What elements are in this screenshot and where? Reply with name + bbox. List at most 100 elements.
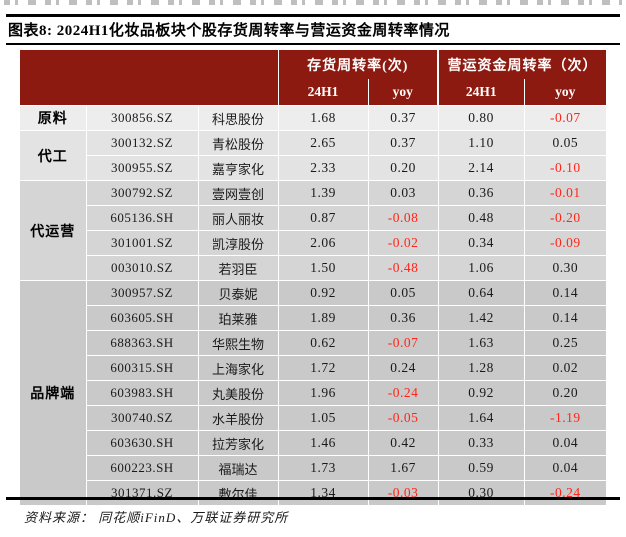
wc-24h1-value: 1.64 <box>437 405 525 431</box>
stock-code: 300957.SZ <box>85 280 198 306</box>
table-row: 代工 300132.SZ 青松股份 2.65 0.37 1.10 0.05 <box>20 130 607 181</box>
wc-24h1-value: 1.28 <box>437 355 525 381</box>
wc-yoy-value: 0.30 <box>523 255 607 281</box>
inv-24h1-value: 1.72 <box>277 355 369 381</box>
inv-24h1-value: 1.50 <box>277 255 369 281</box>
inv-yoy-value: -0.48 <box>367 255 439 281</box>
stock-code: 300740.SZ <box>85 405 198 431</box>
inv-24h1-value: 1.46 <box>277 430 369 456</box>
stock-code: 600223.SH <box>85 455 198 481</box>
wc-24h1-value: 1.63 <box>437 330 525 356</box>
table-row: 300740.SZ 水羊股份 1.05 -0.05 1.64 -1.19 <box>20 405 607 431</box>
category-cell: 原料 <box>20 105 86 131</box>
category-cell: 代工 <box>20 130 86 181</box>
wc-yoy-value: 0.25 <box>523 330 607 356</box>
inv-24h1-value: 0.92 <box>277 280 369 306</box>
stock-name: 珀莱雅 <box>197 305 279 331</box>
table-row: 300955.SZ 嘉亨家化 2.33 0.20 2.14 -0.10 <box>20 155 607 181</box>
stock-code: 600315.SH <box>85 355 198 381</box>
table-row: 301371.SZ 敷尔佳 1.34 -0.03 0.30 -0.24 <box>20 480 607 505</box>
inv-yoy-value: 0.42 <box>367 430 439 456</box>
inv-yoy-value: 0.05 <box>367 280 439 306</box>
category-cell: 品牌端 <box>20 280 86 505</box>
stock-name: 华熙生物 <box>197 330 279 356</box>
wc-24h1-value: 0.36 <box>437 180 525 206</box>
stock-code: 300792.SZ <box>85 180 198 206</box>
inv-24h1-value: 2.33 <box>277 155 369 181</box>
stock-name: 凯淳股份 <box>197 230 279 256</box>
wc-24h1-value: 0.92 <box>437 380 525 406</box>
inv-yoy-value: 0.03 <box>367 180 439 206</box>
table-row: 600315.SH 上海家化 1.72 0.24 1.28 0.02 <box>20 355 607 381</box>
inv-24h1-value: 1.73 <box>277 455 369 481</box>
stock-name: 壹网壹创 <box>197 180 279 206</box>
wc-24h1-value: 1.10 <box>437 130 525 156</box>
table-row: 品牌端 300957.SZ 贝泰妮 0.92 0.05 0.64 0.14 <box>20 280 607 505</box>
clipped-text-fragment <box>4 0 622 5</box>
table-row: 代运营 300792.SZ 壹网壹创 1.39 0.03 0.36 -0.01 <box>20 180 607 281</box>
subheader-wc-24h1: 24H1 <box>437 79 525 106</box>
stock-name: 若羽臣 <box>197 255 279 281</box>
source-note: 资料来源： 同花顺iFinD、万联证券研究所 <box>24 510 289 525</box>
wc-24h1-value: 2.14 <box>437 155 525 181</box>
inv-yoy-value: -0.05 <box>367 405 439 431</box>
stock-code: 603605.SH <box>85 305 198 331</box>
inv-yoy-value: -0.24 <box>367 380 439 406</box>
header-inventory-turnover: 存货周转率(次) <box>278 50 439 79</box>
wc-yoy-value: 0.04 <box>523 455 607 481</box>
wc-yoy-value: -0.01 <box>523 180 607 206</box>
stock-code: 300955.SZ <box>85 155 198 181</box>
wc-yoy-value: -0.07 <box>523 105 607 131</box>
stock-code: 301001.SZ <box>85 230 198 256</box>
stock-name: 拉芳家化 <box>197 430 279 456</box>
wc-yoy-value: 0.04 <box>523 430 607 456</box>
inv-yoy-value: -0.08 <box>367 205 439 231</box>
inv-24h1-value: 1.68 <box>277 105 369 131</box>
wc-24h1-value: 0.59 <box>437 455 525 481</box>
inv-24h1-value: 0.87 <box>277 205 369 231</box>
category-cell: 代运营 <box>20 180 86 281</box>
inv-24h1-value: 0.62 <box>277 330 369 356</box>
inv-yoy-value: 0.20 <box>367 155 439 181</box>
inv-yoy-value: 0.36 <box>367 305 439 331</box>
stock-name: 福瑞达 <box>197 455 279 481</box>
inv-yoy-value: 0.24 <box>367 355 439 381</box>
table-row: 原料 300856.SZ 科思股份 1.68 0.37 0.80 -0.07 <box>20 105 607 131</box>
wc-24h1-value: 0.64 <box>437 280 525 306</box>
wc-yoy-value: -0.24 <box>523 480 607 505</box>
inv-24h1-value: 1.96 <box>277 380 369 406</box>
subheader-wc-yoy: yoy <box>523 79 607 106</box>
table-row: 688363.SH 华熙生物 0.62 -0.07 1.63 0.25 <box>20 330 607 356</box>
table-row: 603983.SH 丸美股份 1.96 -0.24 0.92 0.20 <box>20 380 607 406</box>
subheader-inv-yoy: yoy <box>367 79 439 106</box>
inv-yoy-value: -0.07 <box>367 330 439 356</box>
stock-name: 贝泰妮 <box>197 280 279 306</box>
inv-24h1-value: 1.39 <box>277 180 369 206</box>
figure-title: 图表8: 2024H1化妆品板块个股存货周转率与营运资金周转率情况 <box>8 23 450 39</box>
wc-yoy-value: 0.14 <box>523 280 607 306</box>
header-empty-cell <box>20 50 279 106</box>
wc-24h1-value: 0.30 <box>437 480 525 505</box>
wc-yoy-value: 0.02 <box>523 355 607 381</box>
stock-name: 丽人丽妆 <box>197 205 279 231</box>
table-row: 605136.SH 丽人丽妆 0.87 -0.08 0.48 -0.20 <box>20 205 607 231</box>
inv-yoy-value: 0.37 <box>367 130 439 156</box>
wc-yoy-value: -0.10 <box>523 155 607 181</box>
inv-24h1-value: 1.05 <box>277 405 369 431</box>
wc-24h1-value: 0.48 <box>437 205 525 231</box>
stock-code: 605136.SH <box>85 205 198 231</box>
header-working-capital-turnover: 营运资金周转率（次） <box>437 50 607 79</box>
table-row: 603605.SH 珀莱雅 1.89 0.36 1.42 0.14 <box>20 305 607 331</box>
stock-code: 003010.SZ <box>85 255 198 281</box>
wc-yoy-value: -0.09 <box>523 230 607 256</box>
table-row: 603630.SH 拉芳家化 1.46 0.42 0.33 0.04 <box>20 430 607 456</box>
table-row: 003010.SZ 若羽臣 1.50 -0.48 1.06 0.30 <box>20 255 607 281</box>
inv-yoy-value: 1.67 <box>367 455 439 481</box>
wc-24h1-value: 0.34 <box>437 230 525 256</box>
inv-yoy-value: -0.03 <box>367 480 439 505</box>
inv-24h1-value: 2.06 <box>277 230 369 256</box>
stock-code: 688363.SH <box>85 330 198 356</box>
table-row: 600223.SH 福瑞达 1.73 1.67 0.59 0.04 <box>20 455 607 481</box>
wc-yoy-value: 0.14 <box>523 305 607 331</box>
subheader-inv-24h1: 24H1 <box>278 79 369 106</box>
